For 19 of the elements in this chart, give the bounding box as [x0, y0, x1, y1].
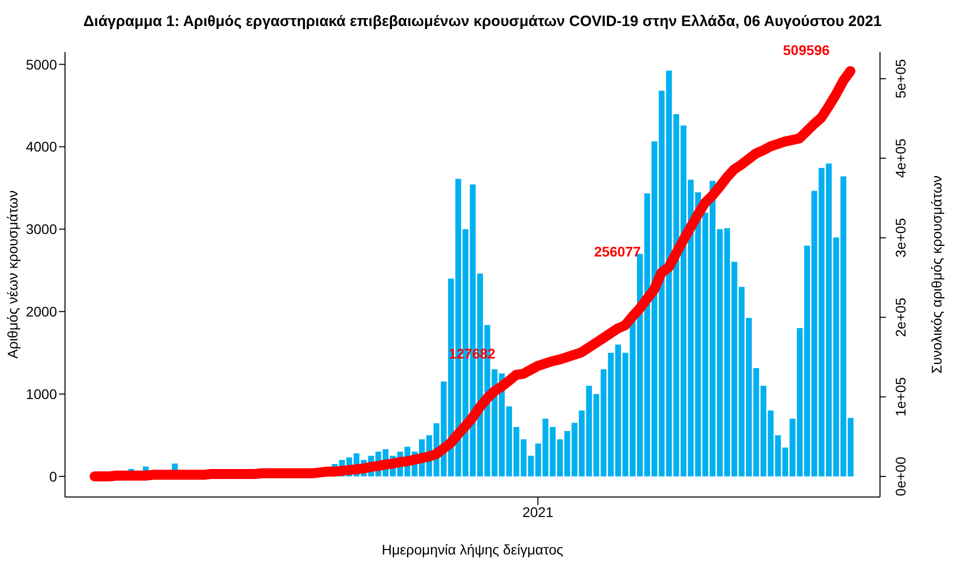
- y-tick-label: 3000: [26, 221, 58, 238]
- data-label: 256077: [594, 243, 642, 260]
- y-tick-label: 0: [49, 468, 58, 484]
- y2-tick-label: 5e+05: [892, 58, 909, 98]
- y-tick-label: 5000: [26, 56, 58, 72]
- y2-axis-title: Συνολικός αριθμός κρουσμάτων: [928, 175, 945, 374]
- y2-tick-label: 4e+05: [892, 138, 909, 178]
- y-tick-label: 4000: [26, 138, 58, 155]
- y2-tick-label: 1e+05: [892, 376, 909, 417]
- y2-tick-label: 2e+05: [892, 297, 909, 337]
- y2-tick-label: 3e+05: [892, 218, 909, 258]
- chart-title: Διάγραμμα 1: Αριθμός εργαστηριακά επιβεβαιωμένων κρουσμάτων COVID-19 στην Ελλάδα, 06 Αυγούστου 2021: [83, 12, 882, 30]
- y-tick-label: 1000: [26, 386, 58, 402]
- x-axis-title: Ημερομηνία λήψης δείγματος: [382, 542, 564, 558]
- x-tick-label: 2021: [522, 504, 554, 520]
- y2-tick-label: 0e+00: [892, 456, 909, 496]
- y-axis-title: Αριθμός νέων κρουσμάτων: [4, 190, 21, 359]
- data-label: 509596: [783, 42, 830, 58]
- y-tick-label: 2000: [26, 304, 58, 320]
